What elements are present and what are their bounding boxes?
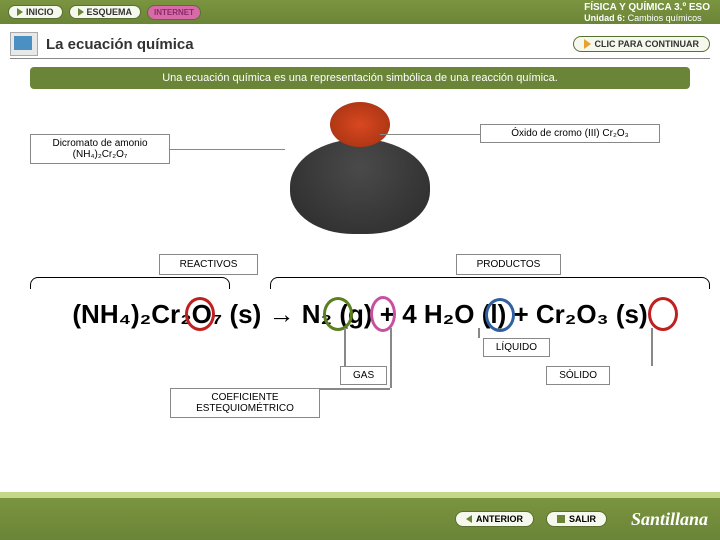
rp-row: REACTIVOS PRODUCTOS [60, 254, 660, 275]
inicio-label: INICIO [26, 7, 54, 17]
volcano-diagram: Dicromato de amonio (NH₄)₂Cr₂O₇ Óxido de… [30, 94, 690, 254]
anterior-button[interactable]: ANTERIOR [455, 511, 534, 527]
footer: ANTERIOR SALIR Santillana [0, 498, 720, 540]
play-icon [78, 8, 84, 16]
back-icon [466, 515, 472, 523]
section-bar: La ecuación química CLIC PARA CONTINUAR [10, 32, 710, 59]
state-circle [185, 297, 215, 331]
brand-logo: Santillana [631, 509, 708, 530]
state-circle [648, 297, 678, 331]
salir-label: SALIR [569, 514, 596, 524]
internet-label: INTERNET [154, 8, 194, 17]
play-icon [17, 8, 23, 16]
esquema-button[interactable]: ESQUEMA [69, 5, 142, 19]
productos-box: PRODUCTOS [456, 254, 562, 275]
equation: (NH₄)₂Cr₂O₇ (s) → N₂ (g) + 4 H₂O (l) + C… [0, 299, 720, 330]
inicio-button[interactable]: INICIO [8, 5, 63, 19]
slide-icon [10, 32, 38, 56]
stop-icon [557, 515, 565, 523]
continue-button[interactable]: CLIC PARA CONTINUAR [573, 36, 711, 52]
esquema-label: ESQUEMA [87, 7, 133, 17]
unit-line: Unidad 6: Cambios químicos [584, 13, 710, 23]
state-labels: LÍQUIDO GAS SÓLIDO COEFICIENTE ESTEQUIOM… [20, 338, 700, 418]
volcano-image [260, 94, 460, 244]
state-circle [323, 297, 353, 331]
top-bar: INICIO ESQUEMA INTERNET FÍSICA Y QUÍMICA… [0, 0, 720, 24]
internet-button[interactable]: INTERNET [147, 5, 201, 20]
gas-box: GAS [340, 366, 387, 385]
reactant-name: Dicromato de amonio [39, 138, 161, 149]
braces [20, 277, 700, 297]
salir-button[interactable]: SALIR [546, 511, 607, 527]
solido-box: SÓLIDO [546, 366, 610, 385]
reactivos-box: REACTIVOS [159, 254, 259, 275]
product-label: Óxido de cromo (III) Cr₂O₃ [480, 124, 660, 143]
section-title: La ecuación química [46, 36, 194, 53]
anterior-label: ANTERIOR [476, 514, 523, 524]
state-circle [370, 296, 396, 332]
header-info: FÍSICA Y QUÍMICA 3.º ESO Unidad 6: Cambi… [584, 2, 710, 23]
liquido-box: LÍQUIDO [483, 338, 550, 357]
coef-box: COEFICIENTE ESTEQUIOMÉTRICO [170, 388, 320, 418]
reactant-label: Dicromato de amonio (NH₄)₂Cr₂O₇ [30, 134, 170, 164]
course-title: FÍSICA Y QUÍMICA 3.º ESO [584, 2, 710, 13]
reactant-formula: (NH₄)₂Cr₂O₇ [39, 149, 161, 160]
state-circle [485, 298, 515, 332]
continue-label: CLIC PARA CONTINUAR [595, 39, 700, 49]
definition-banner: Una ecuación química es una representaci… [30, 67, 690, 89]
play-icon [584, 39, 591, 49]
